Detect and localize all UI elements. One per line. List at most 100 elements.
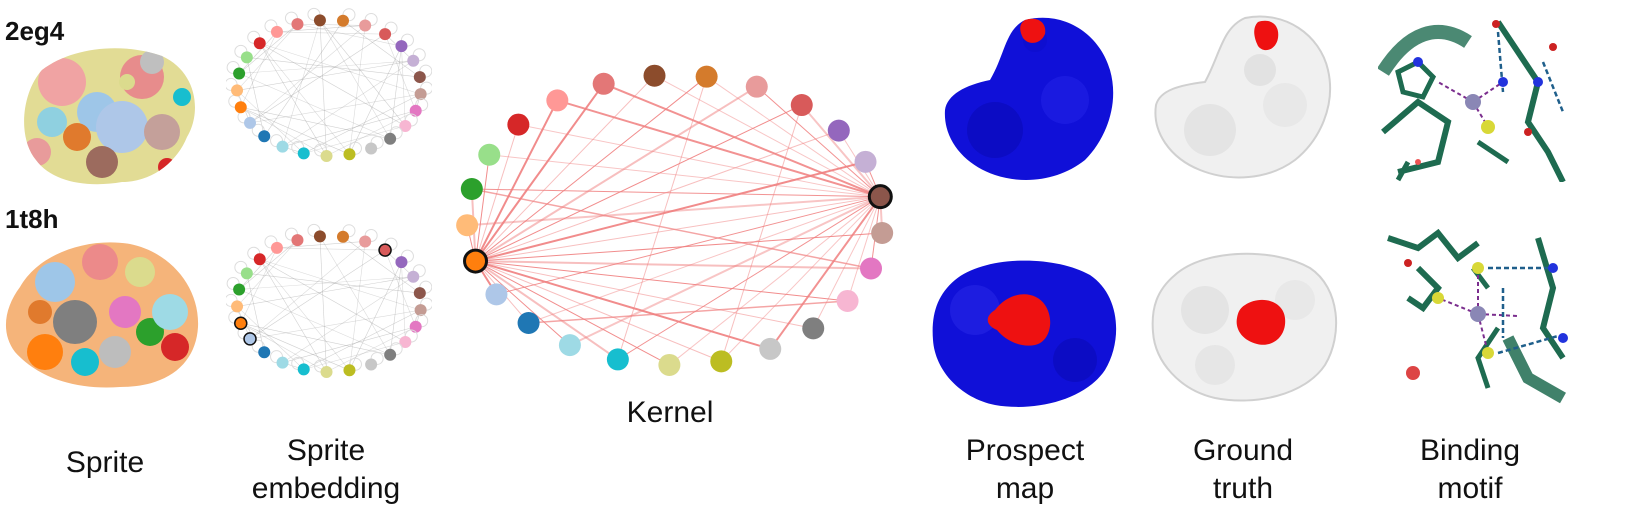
graph-edge bbox=[276, 25, 366, 33]
graph-edge bbox=[489, 154, 881, 198]
graph-edge bbox=[239, 289, 391, 356]
graph-edge bbox=[557, 99, 881, 198]
graph-edge bbox=[384, 249, 416, 327]
caption-truth-line1: Ground bbox=[1192, 434, 1294, 467]
graph-edge bbox=[475, 260, 571, 346]
graph-edge bbox=[475, 260, 872, 270]
prospect-map-2eg4 bbox=[944, 17, 1114, 180]
protein-id-2eg4: 2eg4 bbox=[5, 16, 65, 46]
graph-node bbox=[365, 142, 378, 155]
graph-node bbox=[456, 214, 479, 237]
graph-edge bbox=[239, 276, 414, 290]
graph-edge bbox=[263, 20, 344, 137]
graph-edge bbox=[297, 23, 366, 26]
graph-node bbox=[407, 270, 420, 283]
graph-edge bbox=[475, 76, 707, 262]
graph-edge bbox=[349, 261, 402, 371]
graph-node bbox=[343, 364, 356, 377]
graph-edge bbox=[474, 99, 559, 262]
graph-node-halo bbox=[348, 141, 362, 155]
graph-node bbox=[399, 335, 412, 348]
graph-edge bbox=[276, 241, 366, 249]
binding-motif-2eg4 bbox=[1378, 20, 1566, 182]
graph-node bbox=[243, 332, 257, 346]
graph-edge bbox=[569, 195, 881, 347]
graph-node bbox=[336, 230, 349, 243]
graph-node bbox=[365, 358, 378, 371]
graph-edge bbox=[282, 326, 416, 363]
graph-node bbox=[258, 346, 271, 359]
graph-edge bbox=[237, 276, 414, 307]
graph-node bbox=[710, 350, 733, 373]
graph-edge bbox=[474, 85, 758, 262]
graph-edge bbox=[238, 31, 278, 74]
sprite-embedding-1t8h bbox=[226, 223, 432, 378]
graph-node-halo bbox=[226, 77, 238, 91]
caption-ground-truth: Ground truth bbox=[1168, 432, 1318, 508]
graph-node bbox=[313, 230, 326, 243]
graph-edge bbox=[259, 43, 350, 155]
graph-edge bbox=[259, 258, 406, 343]
graph-node bbox=[378, 243, 392, 257]
graph-edge bbox=[319, 236, 327, 372]
graph-edge bbox=[259, 258, 421, 311]
caption-prospect-line2: map bbox=[995, 472, 1055, 505]
graph-node bbox=[695, 65, 718, 88]
graph-node bbox=[827, 119, 850, 142]
graph-edge bbox=[496, 196, 881, 295]
graph-node bbox=[643, 64, 666, 87]
caption-sprite-text: Sprite bbox=[65, 446, 145, 479]
graph-node bbox=[359, 235, 372, 248]
ground-truth-1t8h bbox=[1151, 252, 1338, 402]
caption-kernel-text: Kernel bbox=[626, 396, 714, 429]
graph-node bbox=[359, 19, 372, 32]
graph-node bbox=[233, 67, 246, 80]
caption-embedding-line1: Sprite bbox=[286, 434, 366, 467]
sprite-2eg4 bbox=[24, 48, 195, 185]
graph-node bbox=[558, 334, 581, 357]
binding-motif-1t8h bbox=[1387, 228, 1568, 404]
graph-edge bbox=[617, 76, 708, 360]
graph-node bbox=[802, 317, 825, 340]
graph-node-halo bbox=[226, 293, 238, 307]
graph-node bbox=[291, 234, 304, 247]
graph-edge bbox=[800, 104, 882, 198]
graph-edge bbox=[246, 57, 265, 137]
graph-node-halo bbox=[234, 260, 248, 274]
graph-node-halo bbox=[251, 339, 265, 353]
graph-edge bbox=[236, 23, 298, 91]
graph-edge bbox=[756, 86, 881, 198]
graph-node bbox=[336, 14, 349, 27]
graph-edge bbox=[249, 241, 366, 340]
graph-edge bbox=[475, 260, 814, 329]
graph-edge bbox=[276, 31, 386, 35]
graph-edge bbox=[471, 188, 872, 270]
kernel-graph bbox=[456, 64, 894, 376]
graph-node bbox=[253, 253, 266, 266]
ground-truth-2eg4 bbox=[1154, 15, 1332, 179]
graph-edge bbox=[240, 247, 278, 324]
graph-edge bbox=[342, 20, 420, 78]
graph-node bbox=[379, 28, 392, 41]
sprite-1t8h bbox=[5, 242, 199, 388]
caption-prospect-line1: Prospect bbox=[965, 434, 1085, 467]
graph-node bbox=[658, 353, 681, 376]
graph-edge bbox=[528, 300, 848, 324]
graph-edge bbox=[528, 196, 881, 324]
graph-edge bbox=[389, 262, 402, 355]
graph-edge bbox=[259, 42, 406, 127]
graph-node bbox=[253, 37, 266, 50]
graph-edge bbox=[249, 33, 386, 124]
graph-edge bbox=[401, 262, 406, 342]
graph-edge bbox=[475, 75, 655, 262]
graph-node bbox=[409, 320, 422, 333]
graph-node bbox=[291, 18, 304, 31]
graph-node bbox=[413, 71, 426, 84]
graph-node bbox=[592, 72, 615, 95]
graph-edge bbox=[769, 196, 882, 350]
graph-node bbox=[240, 51, 253, 64]
graph-node bbox=[485, 283, 508, 306]
caption-motif-line2: motif bbox=[1437, 472, 1503, 505]
graph-edge bbox=[471, 188, 881, 198]
graph-edge bbox=[282, 60, 414, 147]
